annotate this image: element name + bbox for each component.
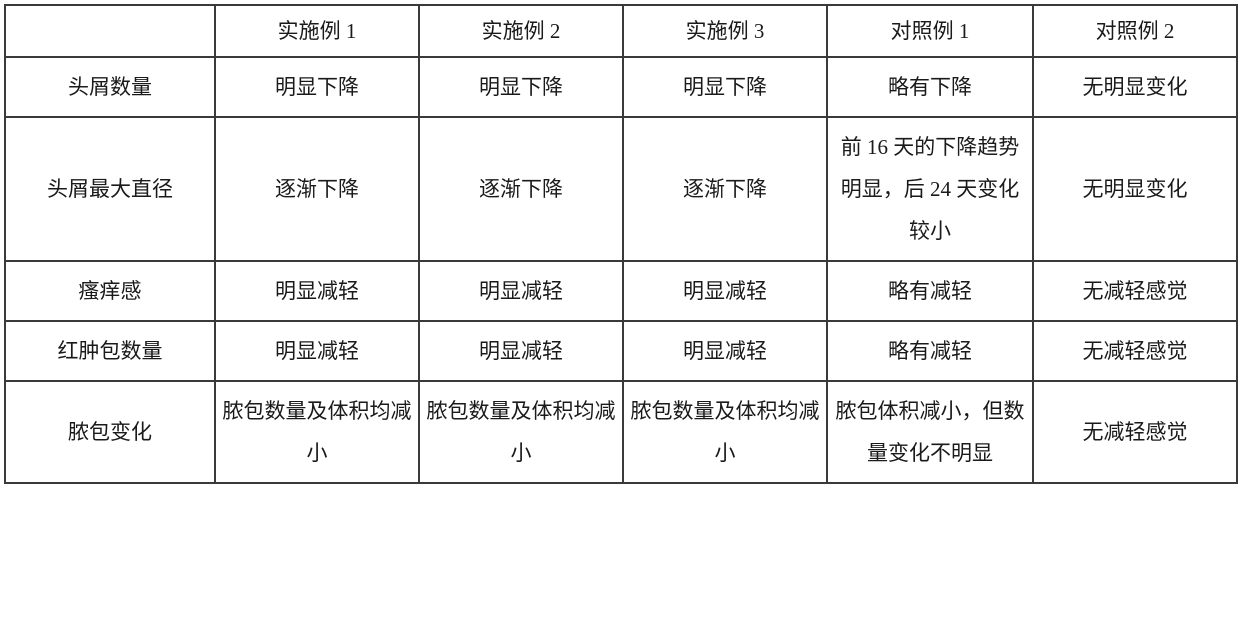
table-cell: 无明显变化 [1033,57,1237,117]
table-cell: 脓包数量及体积均减小 [419,381,623,483]
table-row: 头屑最大直径 逐渐下降 逐渐下降 逐渐下降 前 16 天的下降趋势明显，后 24… [5,117,1237,261]
header-cell: 实施例 2 [419,5,623,57]
header-cell: 实施例 1 [215,5,419,57]
table-row: 脓包变化 脓包数量及体积均减小 脓包数量及体积均减小 脓包数量及体积均减小 脓包… [5,381,1237,483]
table-cell: 略有减轻 [827,261,1033,321]
table-cell: 脓包体积减小，但数量变化不明显 [827,381,1033,483]
table-cell: 明显减轻 [623,261,827,321]
table-cell: 逐渐下降 [215,117,419,261]
table-cell: 明显下降 [215,57,419,117]
table-cell: 无减轻感觉 [1033,261,1237,321]
table-cell: 逐渐下降 [419,117,623,261]
table-cell: 明显减轻 [215,321,419,381]
table-row: 头屑数量 明显下降 明显下降 明显下降 略有下降 无明显变化 [5,57,1237,117]
header-cell: 对照例 1 [827,5,1033,57]
table-row: 瘙痒感 明显减轻 明显减轻 明显减轻 略有减轻 无减轻感觉 [5,261,1237,321]
table-row: 红肿包数量 明显减轻 明显减轻 明显减轻 略有减轻 无减轻感觉 [5,321,1237,381]
table-cell: 脓包数量及体积均减小 [623,381,827,483]
table-cell: 脓包数量及体积均减小 [215,381,419,483]
table-cell: 明显下降 [623,57,827,117]
row-label: 脓包变化 [5,381,215,483]
table-cell: 逐渐下降 [623,117,827,261]
row-label: 瘙痒感 [5,261,215,321]
row-label: 头屑最大直径 [5,117,215,261]
row-label: 红肿包数量 [5,321,215,381]
table-cell: 明显减轻 [623,321,827,381]
table-cell: 无明显变化 [1033,117,1237,261]
header-cell: 实施例 3 [623,5,827,57]
table-cell: 明显减轻 [419,261,623,321]
table-cell: 略有减轻 [827,321,1033,381]
table-cell: 无减轻感觉 [1033,381,1237,483]
table-cell: 略有下降 [827,57,1033,117]
table-header-row: 实施例 1 实施例 2 实施例 3 对照例 1 对照例 2 [5,5,1237,57]
table-cell: 前 16 天的下降趋势明显，后 24 天变化较小 [827,117,1033,261]
table-cell: 无减轻感觉 [1033,321,1237,381]
table-cell: 明显下降 [419,57,623,117]
row-label: 头屑数量 [5,57,215,117]
table-cell: 明显减轻 [215,261,419,321]
header-cell [5,5,215,57]
header-cell: 对照例 2 [1033,5,1237,57]
table-cell: 明显减轻 [419,321,623,381]
comparison-table: 实施例 1 实施例 2 实施例 3 对照例 1 对照例 2 头屑数量 明显下降 … [4,4,1238,484]
